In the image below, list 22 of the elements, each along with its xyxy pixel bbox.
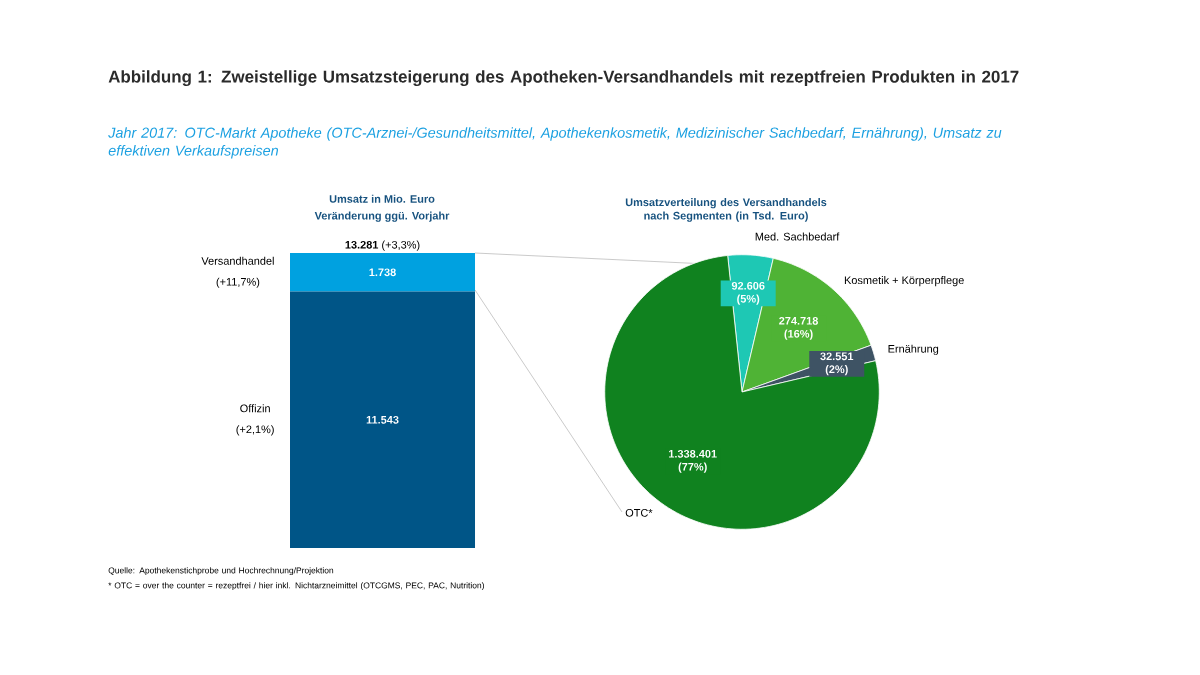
data-label: 274.718 (16%)	[779, 316, 818, 340]
text: (+2,1%)	[236, 425, 274, 436]
text: Abbildung 1: Zweistellige Umsatzsteigerung des Apotheken-Versandhandels mit rezeptfreien Produkten in 2017	[108, 70, 1019, 87]
series-label: Versandhandel	[201, 256, 274, 265]
text: * OTC = over the counter = rezeptfrei / hier inkl. Nichtarzneimittel (OTCGMS, PEC, PAC, Nutrition)	[108, 582, 484, 591]
data-label: 1.338.401 (77%)	[669, 449, 717, 473]
data-label: 32.551 (2%)	[820, 352, 854, 376]
text: Jahr 2017: OTC-Markt Apotheke (OTC-Arznei-/Gesundheitsmittel, Apothekenkosmetik, Medizinischer Sachbedarf, Ernährung), Umsatz zu effektiven Verkaufspreisen	[108, 127, 1002, 159]
slice-label: OTC*	[625, 508, 653, 517]
data-label: 11.543	[366, 415, 399, 424]
chart-title: Umsatz in Mio. Euro	[329, 194, 435, 203]
total-label: 13.281 (+3,3%)	[345, 240, 420, 251]
data-label: 1.738	[369, 268, 396, 277]
slice-label: Med. Sachbedarf	[755, 232, 840, 241]
slice-label: Ernährung	[888, 344, 939, 355]
chart-title: Umsatzverteilung des Versandhandels nach Segmenten (in Tsd. Euro)	[625, 198, 827, 222]
data-label: 92.606 (5%)	[731, 281, 765, 305]
text: (+11,7%)	[216, 277, 260, 288]
slice-label: Kosmetik + Körperpflege	[844, 276, 964, 287]
chart-subtitle: Veränderung ggü. Vorjahr	[314, 211, 450, 222]
source-note: Quelle: Apothekenstichprobe und Hochrechnung/Projektion	[108, 567, 334, 576]
series-label: Offizin	[240, 404, 270, 413]
